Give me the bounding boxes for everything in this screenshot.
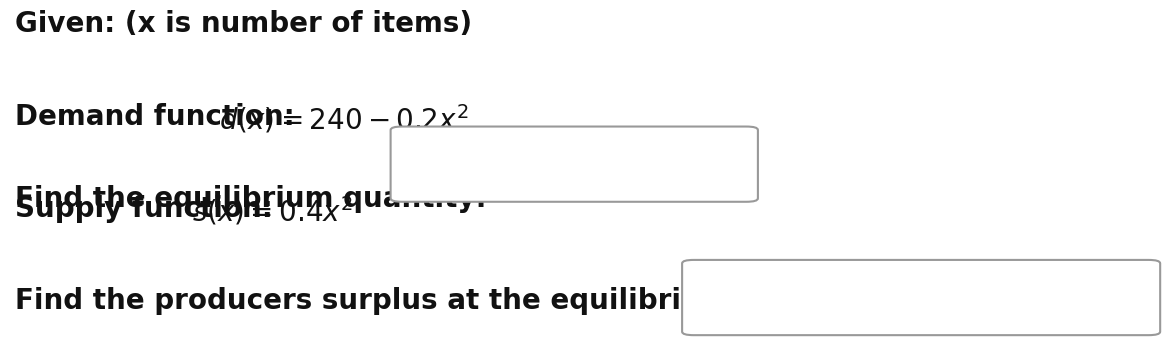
Text: Given: (x is number of items): Given: (x is number of items) (15, 10, 472, 38)
Text: $d(x) = 240 - 0.2x^2$: $d(x) = 240 - 0.2x^2$ (219, 103, 469, 135)
Text: $s(x) = 0.4x^2$: $s(x) = 0.4x^2$ (192, 195, 353, 228)
Text: Find the producers surplus at the equilibrium quantity:: Find the producers surplus at the equili… (15, 287, 883, 315)
Text: Demand function:: Demand function: (15, 103, 304, 131)
Text: Find the equilibrium quantity:: Find the equilibrium quantity: (15, 185, 486, 213)
FancyBboxPatch shape (391, 127, 758, 202)
Text: Supply function:: Supply function: (15, 195, 282, 223)
FancyBboxPatch shape (682, 260, 1160, 335)
